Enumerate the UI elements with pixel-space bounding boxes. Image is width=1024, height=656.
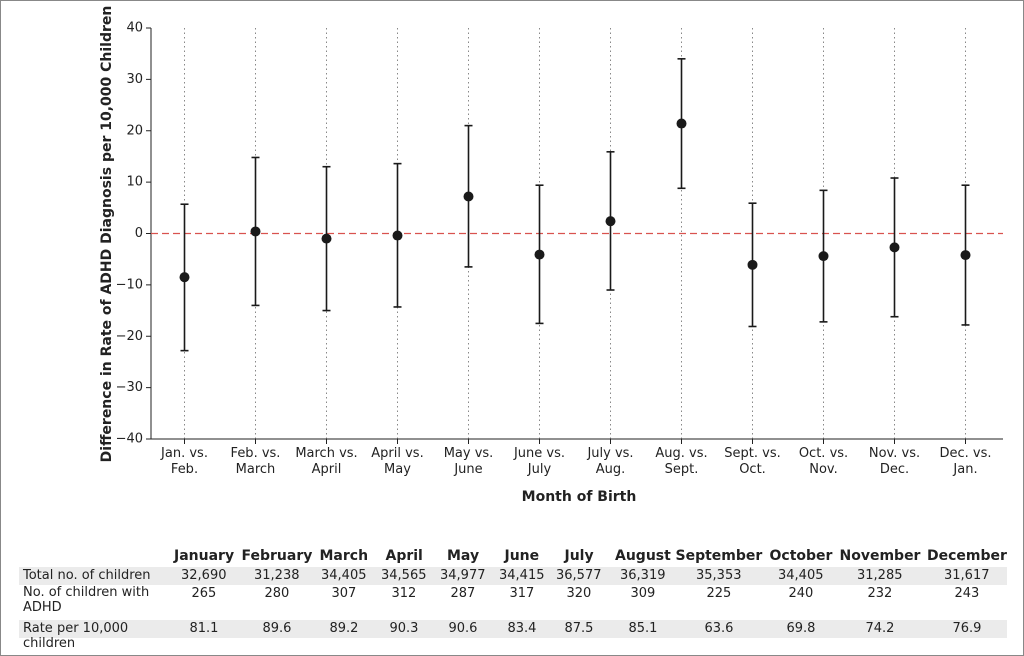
point [321, 233, 332, 244]
table-cell: 90.6 [448, 621, 478, 636]
table-cell: 34,565 [381, 568, 427, 583]
column-header: April [385, 548, 423, 564]
x-tick-label: Nov. vs. Dec. [868, 446, 921, 477]
column-header: December [927, 548, 1007, 564]
point [889, 242, 900, 253]
table-cell: 312 [391, 586, 417, 601]
column-header: August [615, 548, 671, 564]
row-label: Rate per 10,000 children [23, 621, 129, 651]
table-cell: 243 [954, 586, 980, 601]
table-cell: 69.8 [786, 621, 816, 636]
x-tick-label: July vs. Aug. [587, 446, 634, 477]
table-cell: 287 [450, 586, 476, 601]
table-cell: 85.1 [628, 621, 658, 636]
column-header: February [241, 548, 313, 564]
x-axis-title: Month of Birth [522, 489, 637, 505]
table-cell: 309 [630, 586, 656, 601]
y-tick-label: 20 [126, 123, 143, 138]
column-header: January [174, 548, 235, 564]
y-tick-label: 40 [126, 21, 143, 36]
table-cell: 63.6 [704, 621, 734, 636]
point [676, 118, 687, 129]
column-header: September [675, 548, 763, 564]
point [392, 230, 403, 241]
point [534, 249, 545, 260]
table-cell: 90.3 [389, 621, 419, 636]
table-cell: 32,690 [181, 568, 227, 583]
table-cell: 34,405 [321, 568, 367, 583]
row-shade [19, 620, 1007, 638]
table-cell: 307 [331, 586, 357, 601]
y-tick-label: 0 [135, 226, 143, 241]
column-header: June [504, 548, 540, 564]
column-header: July [564, 548, 594, 564]
y-tick-label: −10 [116, 277, 143, 292]
x-tick-label: Oct. vs. Nov. [798, 446, 849, 477]
table-cell: 317 [509, 586, 535, 601]
table-cell: 89.2 [329, 621, 359, 636]
table-cell: 34,977 [440, 568, 486, 583]
table-cell: 34,405 [778, 568, 824, 583]
x-tick-label: May vs. June [443, 446, 494, 477]
point [250, 226, 261, 237]
table-cell: 31,617 [944, 568, 990, 583]
table-cell: 34,415 [499, 568, 545, 583]
x-tick-label: March vs. April [295, 446, 358, 477]
table-cell: 280 [264, 586, 290, 601]
table-cell: 76.9 [952, 621, 982, 636]
table-cell: 35,353 [696, 568, 742, 583]
y-tick-label: 30 [126, 72, 143, 87]
point [960, 250, 971, 261]
row-label: Total no. of children [23, 568, 151, 583]
table-cell: 240 [788, 586, 814, 601]
x-tick-label: Aug. vs. Sept. [655, 446, 708, 477]
x-tick-label: April vs. May [371, 446, 424, 477]
x-tick-label: Dec. vs. Jan. [939, 446, 992, 477]
chart: Difference in Rate of ADHD Diagnosis per… [99, 6, 1003, 505]
point [747, 259, 758, 270]
table-cell: 89.6 [262, 621, 292, 636]
point [818, 251, 829, 262]
column-header: March [319, 548, 369, 564]
table-cell: 232 [867, 586, 893, 601]
table-cell: 83.4 [507, 621, 537, 636]
table-cell: 87.5 [564, 621, 594, 636]
table-cell: 31,285 [857, 568, 903, 583]
table-cell: 31,238 [254, 568, 300, 583]
column-header: May [447, 548, 480, 564]
point [605, 216, 616, 227]
table-cell: 36,577 [556, 568, 602, 583]
row-label: No. of children with ADHD [23, 585, 150, 615]
point [179, 272, 190, 283]
y-tick-label: −20 [116, 329, 143, 344]
point [463, 191, 474, 202]
y-tick-label: −30 [116, 380, 143, 395]
y-tick-label: −40 [116, 432, 143, 447]
row-shade [19, 567, 1007, 585]
x-tick-label: Feb. vs. March [230, 446, 281, 477]
table-cell: 320 [566, 586, 592, 601]
x-tick-label: June vs. July [513, 446, 566, 477]
column-header: November [839, 548, 921, 564]
y-axis-title: Difference in Rate of ADHD Diagnosis per… [99, 6, 115, 463]
column-header: October [769, 548, 833, 564]
x-tick-label: Jan. vs. Feb. [161, 446, 208, 477]
x-tick-label: Sept. vs. Oct. [724, 446, 781, 477]
table-cell: 265 [191, 586, 217, 601]
table-cell: 36,319 [620, 568, 666, 583]
table-cell: 74.2 [865, 621, 895, 636]
y-tick-label: 10 [126, 175, 143, 190]
table-cell: 81.1 [189, 621, 219, 636]
table-cell: 225 [706, 586, 732, 601]
